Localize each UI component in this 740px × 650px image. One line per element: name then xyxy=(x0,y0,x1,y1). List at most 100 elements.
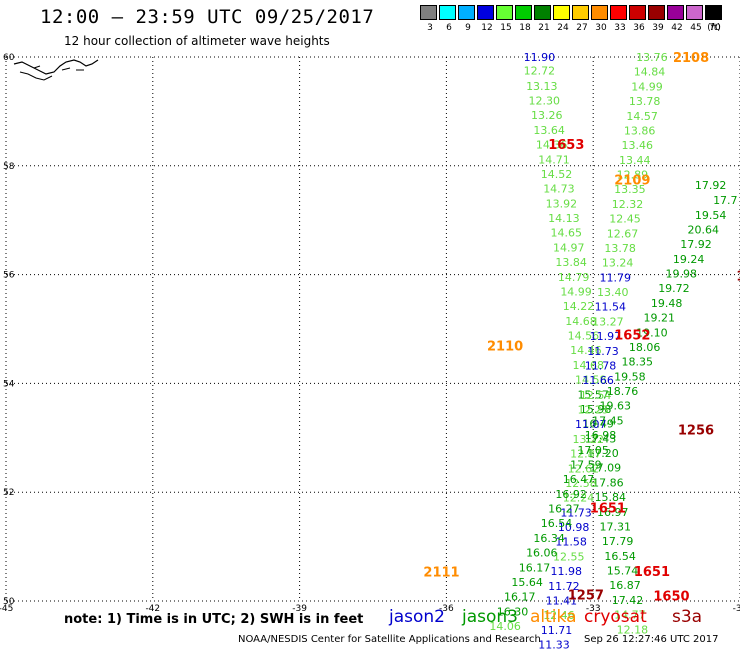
wave-height-value: 11.73 xyxy=(560,506,592,519)
wave-height-value: 12.45 xyxy=(609,213,641,226)
wave-height-value: 13.40 xyxy=(597,286,629,299)
wave-height-value: 10.98 xyxy=(558,521,590,534)
legend-label: 15 xyxy=(500,23,512,33)
wave-height-value: 12.24 xyxy=(563,492,595,505)
pass-time-label: 1651 xyxy=(590,501,626,516)
wave-height-value: 13.84 xyxy=(555,256,587,269)
wave-height-value: 19.10 xyxy=(636,326,668,339)
wave-height-value: 13.78 xyxy=(604,242,636,255)
legend-label: 9 xyxy=(465,23,471,33)
legend-swatch xyxy=(534,5,551,20)
wave-height-value: 17.05 xyxy=(577,444,609,457)
wave-height-value: 13.64 xyxy=(533,124,565,137)
wave-height-value: 19.54 xyxy=(695,209,727,222)
satellite-s3a: s3a xyxy=(672,607,703,627)
wave-height-value: 16.34 xyxy=(533,532,565,545)
legend-label: 70 xyxy=(709,23,721,33)
wave-height-value: 15.57 xyxy=(577,388,609,401)
pass-time-label: 1653 xyxy=(548,138,584,153)
pass-time-label: 1256 xyxy=(678,424,714,439)
legend-label: 18 xyxy=(519,23,531,33)
wave-height-value: 14.22 xyxy=(563,300,595,313)
legend-swatch xyxy=(648,5,665,20)
wave-height-value: 15.74 xyxy=(607,565,639,578)
wave-height-value: 14.99 xyxy=(631,80,663,93)
wave-height-value: 19.98 xyxy=(666,268,698,281)
pass-time-label: 2109 xyxy=(614,173,650,188)
wave-height-value: 14.06 xyxy=(489,620,521,633)
legend-unit: (ft) xyxy=(707,23,721,33)
wave-height-value: 16.17 xyxy=(504,591,536,604)
wave-height-value: 11.97 xyxy=(590,330,622,343)
wave-height-value: 16.06 xyxy=(526,547,558,560)
wave-height-value: 17.92 xyxy=(695,179,727,192)
wave-height-value: 11.72 xyxy=(548,580,580,593)
wave-height-value: 14.58 xyxy=(575,374,607,387)
x-tick-label: -33 xyxy=(586,604,601,614)
y-tick-label: 60 xyxy=(3,53,15,63)
wave-height-value: 14.79 xyxy=(558,271,590,284)
wave-height-value: 15.84 xyxy=(595,491,627,504)
x-tick-label: -39 xyxy=(292,604,307,614)
wave-height-value: 14.68 xyxy=(573,359,605,372)
wave-height-value: 12.32 xyxy=(612,198,644,211)
legend-label: 3 xyxy=(427,23,433,33)
pass-time-label: 1651 xyxy=(634,565,670,580)
wave-height-value: 18.35 xyxy=(621,356,653,369)
wave-height-value: 16.97 xyxy=(597,506,629,519)
wave-height-value: 13.86 xyxy=(624,124,656,137)
wave-height-value: 13.24 xyxy=(602,257,634,270)
y-tick-label: 54 xyxy=(3,379,15,389)
pass-time-label: 125 xyxy=(736,270,740,285)
legend-swatch xyxy=(496,5,513,20)
wave-height-value: 13.22 xyxy=(573,433,605,446)
pass-time-label: 2108 xyxy=(673,51,709,66)
wave-height-value: 11.90 xyxy=(524,51,556,64)
wave-height-value: 19.63 xyxy=(599,400,631,413)
pass-time-label: 2111 xyxy=(423,566,459,581)
wave-height-value: 17.20 xyxy=(587,447,619,460)
legend-label: 6 xyxy=(446,23,452,33)
wave-height-value: 17.45 xyxy=(592,414,624,427)
wave-height-value: 16.30 xyxy=(497,605,529,618)
wave-height-value: 17.86 xyxy=(592,476,624,489)
wave-height-value: 12.18 xyxy=(617,623,649,636)
wave-height-value: 14.97 xyxy=(553,241,585,254)
legend-label: 45 xyxy=(690,23,702,33)
y-tick-label: 56 xyxy=(3,271,15,281)
wave-height-value: 14.13 xyxy=(548,212,580,225)
wave-height-value: 11.73 xyxy=(587,345,619,358)
legend-swatch xyxy=(458,5,475,20)
wave-height-value: 12.72 xyxy=(524,65,556,78)
y-tick-label: 58 xyxy=(3,162,15,172)
wave-height-value: 12.67 xyxy=(607,227,639,240)
wave-height-value: 11.41 xyxy=(546,594,578,607)
wave-height-value: 12.25 xyxy=(577,404,609,417)
wave-height-value: 17.09 xyxy=(590,462,622,475)
wave-height-value: 14.73 xyxy=(543,183,575,196)
wave-height-value: 15.98 xyxy=(580,403,612,416)
wave-height-value: 16.27 xyxy=(548,503,580,516)
wave-height-value: 17.79 xyxy=(602,535,634,548)
wave-height-value: 14.57 xyxy=(626,110,658,123)
legend-swatch xyxy=(610,5,627,20)
wave-height-value: 14.77 xyxy=(614,609,646,622)
wave-height-value: 12.87 xyxy=(570,448,602,461)
wave-height-value: 11.66 xyxy=(582,374,614,387)
y-tick-label: 50 xyxy=(3,597,15,607)
legend-swatch xyxy=(667,5,684,20)
wave-height-value: 13.76 xyxy=(636,51,668,64)
x-tick-label: -42 xyxy=(145,604,160,614)
legend-label: 21 xyxy=(538,23,550,33)
wave-height-value: 16.49 xyxy=(582,418,614,431)
pass-time-label: 1652 xyxy=(614,328,650,343)
wave-height-value: 13.27 xyxy=(592,315,624,328)
footnote: note: 1) Time is in UTC; 2) SWH is in fe… xyxy=(64,612,364,627)
wave-height-value: 19.48 xyxy=(651,297,683,310)
x-tick-label: -30 xyxy=(733,604,740,614)
wave-height-value: 13.26 xyxy=(531,109,563,122)
wave-height-value: 16.54 xyxy=(541,517,573,530)
wave-height-value: 12.46 xyxy=(543,609,575,622)
